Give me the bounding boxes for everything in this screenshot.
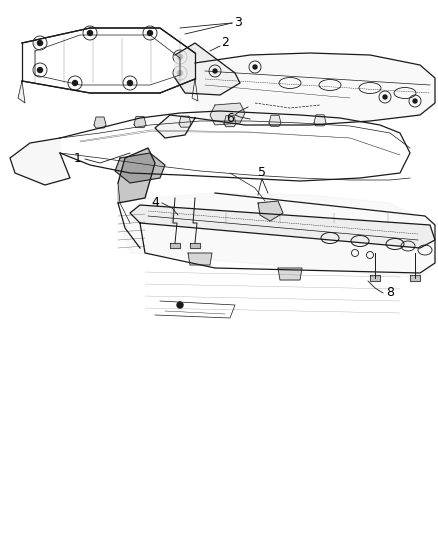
Circle shape — [38, 41, 42, 45]
Polygon shape — [130, 205, 435, 248]
Polygon shape — [175, 43, 240, 95]
Circle shape — [127, 80, 133, 85]
Circle shape — [38, 68, 42, 72]
Text: 3: 3 — [234, 17, 242, 29]
Circle shape — [383, 95, 387, 99]
Circle shape — [177, 70, 183, 76]
Text: 4: 4 — [151, 197, 159, 209]
Circle shape — [253, 65, 257, 69]
Polygon shape — [18, 81, 25, 103]
Text: 2: 2 — [221, 36, 229, 50]
Polygon shape — [10, 138, 70, 185]
Polygon shape — [170, 243, 180, 248]
Polygon shape — [118, 148, 155, 203]
Text: 6: 6 — [226, 111, 234, 125]
Polygon shape — [210, 103, 245, 125]
Text: 8: 8 — [386, 287, 394, 300]
Polygon shape — [188, 253, 212, 265]
Circle shape — [413, 99, 417, 103]
Polygon shape — [410, 275, 420, 281]
Circle shape — [88, 30, 92, 36]
Polygon shape — [134, 117, 146, 127]
Polygon shape — [258, 201, 283, 221]
Polygon shape — [269, 115, 281, 126]
Polygon shape — [115, 153, 165, 183]
Circle shape — [213, 69, 217, 73]
Circle shape — [73, 80, 78, 85]
Polygon shape — [314, 115, 326, 126]
Polygon shape — [195, 53, 435, 125]
Polygon shape — [370, 275, 380, 281]
Polygon shape — [224, 116, 236, 127]
Circle shape — [148, 30, 152, 36]
Text: 1: 1 — [74, 151, 82, 165]
Circle shape — [177, 54, 183, 60]
Polygon shape — [278, 268, 302, 280]
Text: 5: 5 — [258, 166, 266, 180]
Polygon shape — [190, 243, 200, 248]
Circle shape — [177, 302, 183, 308]
Polygon shape — [94, 117, 106, 128]
Polygon shape — [179, 116, 191, 127]
Polygon shape — [155, 115, 195, 138]
Polygon shape — [120, 193, 435, 278]
